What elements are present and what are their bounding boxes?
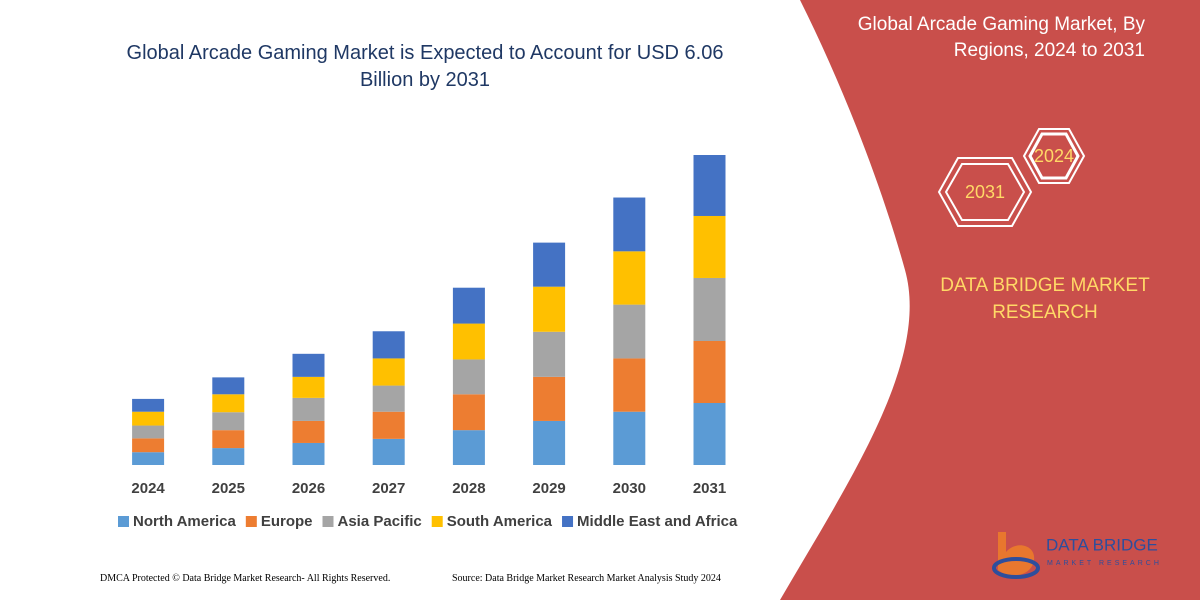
- bar-segment: [292, 376, 325, 398]
- bar-segment: [212, 377, 245, 395]
- bar-segment: [372, 385, 405, 412]
- x-tick-label: 2024: [131, 480, 165, 497]
- bar-segment: [533, 286, 566, 332]
- bar-segment: [452, 287, 485, 324]
- bar-segment: [452, 394, 485, 431]
- legend-swatch: [562, 516, 574, 527]
- hexagon-outer: [1022, 128, 1086, 184]
- bar-segment: [212, 412, 245, 431]
- hexagon: [1028, 132, 1080, 180]
- hexagon: [944, 163, 1026, 221]
- x-tick-label: 2026: [292, 480, 325, 497]
- x-tick-label: 2030: [613, 480, 646, 497]
- x-tick-label: 2027: [372, 480, 405, 497]
- legend-label: South America: [447, 513, 553, 530]
- legend-label: Asia Pacific: [338, 513, 422, 530]
- bar-segment: [132, 398, 165, 412]
- bar-segment: [372, 438, 405, 465]
- bar-segment: [292, 397, 325, 421]
- logo-mark: [998, 532, 1035, 576]
- bar-segment: [613, 251, 646, 305]
- brand: DATA BRIDGE MARKET RESEARCH: [940, 275, 1150, 323]
- legend-label: Middle East and Africa: [577, 513, 738, 530]
- hexagon-outer: [937, 157, 1033, 227]
- bar-segment: [613, 358, 646, 412]
- bar-segment: [292, 442, 325, 465]
- bar-segment: [212, 448, 245, 465]
- legend-swatch: [431, 516, 443, 527]
- bar-segment: [613, 411, 646, 465]
- bar-segment: [613, 304, 646, 359]
- logo-ring: [992, 557, 1040, 579]
- x-tick-label: 2031: [693, 480, 726, 497]
- bar-segment: [372, 358, 405, 386]
- legend-label: North America: [133, 513, 236, 530]
- bar-segment: [613, 197, 646, 252]
- bar-segment: [693, 403, 726, 465]
- legend-label: Europe: [261, 513, 313, 530]
- side-panel: [780, 0, 1200, 600]
- legend-swatch: [245, 516, 257, 527]
- bar-segment: [372, 411, 405, 439]
- bar-segment: [212, 430, 245, 449]
- x-tick-label: 2025: [212, 480, 245, 497]
- x-tick-label: 2028: [452, 480, 485, 497]
- legend-swatch: [118, 516, 129, 527]
- bar-segment: [292, 420, 325, 443]
- bar-segment: [292, 353, 325, 377]
- bar-segment: [693, 215, 726, 278]
- panel-title: Global Arcade Gaming Market, By Regions,…: [857, 14, 1145, 61]
- footer-right: Source: Data Bridge Market Research Mark…: [452, 573, 721, 584]
- bar-segment: [132, 411, 165, 426]
- logo-text: DATA BRIDGE: [1046, 535, 1158, 554]
- bar-segment: [452, 323, 485, 360]
- logo-subtext: MARKET RESEARCH: [1047, 560, 1162, 567]
- x-tick-label: 2029: [532, 480, 565, 497]
- bar-segment: [533, 376, 566, 421]
- logo: DATA BRIDGE MARKET RESEARCH: [992, 532, 1162, 579]
- bar-segment: [132, 425, 165, 439]
- bar-segment: [452, 359, 485, 395]
- bar-segment: [693, 341, 726, 403]
- bar-segment: [693, 277, 726, 341]
- chart-title: Global Arcade Gaming Market is Expected …: [126, 42, 724, 91]
- bar-segment: [693, 155, 726, 216]
- legend-swatch: [322, 516, 334, 527]
- bar-segment: [132, 438, 165, 453]
- bar-segment: [212, 394, 245, 413]
- bar-segment: [533, 420, 566, 465]
- hexagon-label: 2031: [965, 182, 1005, 202]
- bar-segment: [533, 242, 566, 287]
- bar-segment: [372, 331, 405, 359]
- bar-segment: [452, 430, 485, 465]
- footer-left: DMCA Protected © Data Bridge Market Rese…: [100, 573, 391, 584]
- bar-segment: [533, 331, 566, 377]
- hexagon-label: 2024: [1034, 146, 1074, 166]
- bar-segment: [132, 452, 165, 465]
